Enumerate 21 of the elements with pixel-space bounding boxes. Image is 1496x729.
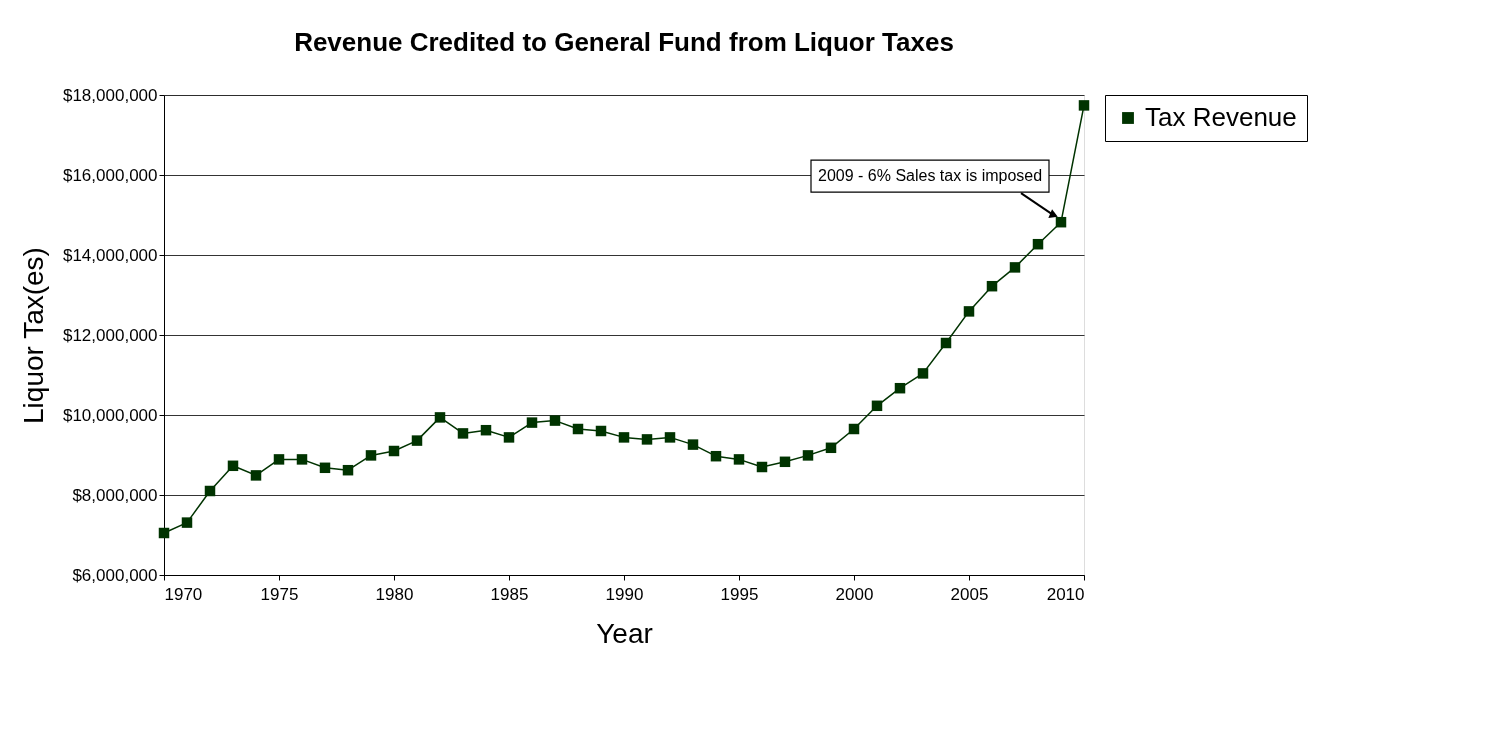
x-tick-label: 1990: [605, 584, 644, 604]
y-tick-label: $16,000,000: [62, 165, 158, 185]
y-tick-label: $10,000,000: [62, 405, 158, 425]
x-tick-label: 1985: [490, 584, 529, 604]
x-tick-label: 1980: [375, 584, 414, 604]
y-tick-label: $12,000,000: [62, 325, 158, 345]
y-tick-label: $8,000,000: [72, 485, 158, 505]
x-tick-label: 2005: [950, 584, 989, 604]
x-tick-label: 2000: [835, 584, 874, 604]
y-tick-label: $6,000,000: [72, 565, 158, 585]
x-tick-label: 1995: [720, 584, 759, 604]
chart-title: Revenue Credited to General Fund from Liquor Taxes: [294, 27, 954, 57]
y-axis-title: Liquor Tax(es): [17, 247, 49, 424]
y-tick-label: $14,000,000: [62, 245, 158, 265]
y-tick-label: $18,000,000: [62, 85, 158, 105]
annotation: 2009 - 6% Sales tax is imposed: [818, 167, 1043, 185]
legend-label: Tax Revenue: [1145, 102, 1297, 132]
x-tick-label: 1970: [164, 584, 203, 604]
x-tick-label: 2010: [1046, 584, 1085, 604]
x-tick-label: 1975: [260, 584, 299, 604]
x-axis-title: Year: [596, 617, 653, 649]
